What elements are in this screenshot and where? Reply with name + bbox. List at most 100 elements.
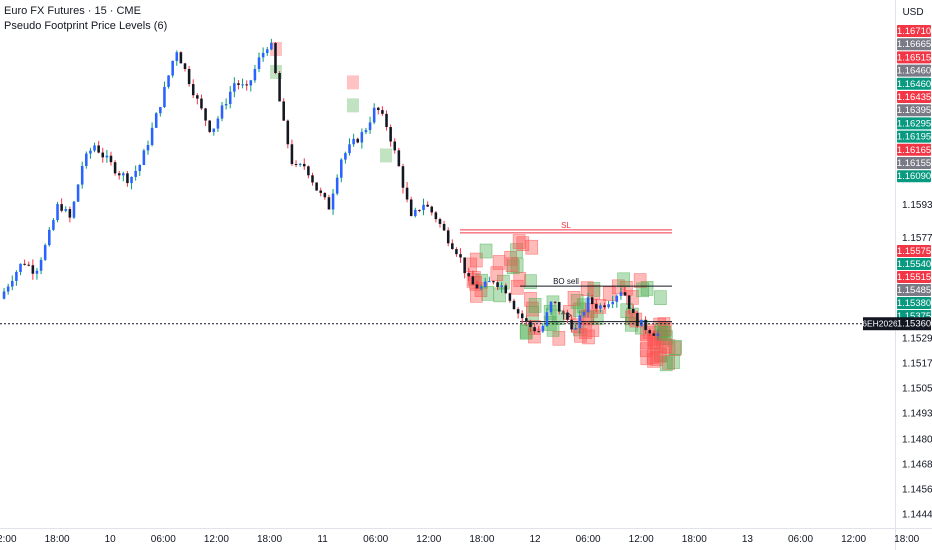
candle-body	[541, 325, 545, 332]
candle-body	[80, 165, 84, 185]
price-tag-text: 1.16515	[897, 52, 931, 63]
candle-body	[278, 72, 281, 102]
candle-body	[348, 144, 351, 154]
footprint-box	[479, 243, 493, 259]
candle-body	[393, 141, 397, 151]
candle-body	[43, 245, 47, 260]
footprint-box	[546, 295, 560, 311]
candle-body	[204, 108, 207, 121]
footprint-box	[640, 281, 654, 296]
footprint-box	[347, 98, 359, 113]
footprint-box	[590, 310, 604, 325]
candle-body	[619, 292, 623, 296]
footprint-box	[580, 281, 594, 296]
candle-body	[360, 132, 364, 143]
footprint-box	[659, 356, 673, 372]
current-price-tag-bg	[897, 317, 931, 331]
price-tag: 1.16195	[897, 130, 931, 143]
price-tag-text: 1.16165	[897, 145, 931, 156]
candle-body	[475, 284, 479, 289]
candle-body	[257, 57, 261, 70]
candle-body	[459, 254, 462, 258]
footprint-box	[470, 288, 483, 303]
price-tag: 1.15575	[897, 245, 931, 257]
candle-body	[187, 69, 191, 85]
candle-body	[422, 204, 425, 211]
footprint-box	[633, 273, 647, 288]
price-tag: 1.15380	[897, 297, 931, 309]
x-tick-label: 13	[742, 534, 754, 545]
candle-body	[216, 118, 220, 129]
candle-body	[377, 107, 380, 111]
x-tick-label: 06:00	[363, 534, 388, 545]
price-tag-text: 1.16195	[897, 132, 931, 143]
candle-body	[237, 83, 240, 85]
footprint-box	[380, 148, 392, 163]
candle-body	[356, 138, 360, 143]
candle-body	[48, 229, 51, 246]
candle-body	[578, 315, 582, 329]
indicator-title: Pseudo Footprint Price Levels (6)	[4, 20, 168, 32]
candle-body	[245, 84, 248, 86]
level-label: SL	[561, 221, 571, 230]
candle-body	[89, 150, 92, 154]
x-tick-label: 12:00	[204, 534, 229, 545]
candle-body	[636, 312, 639, 327]
candle-body	[385, 113, 388, 128]
price-tag-text: 1.16460	[897, 79, 931, 90]
price-tag: 1.15515	[897, 271, 931, 283]
candle-body	[23, 263, 26, 265]
price-tag-text: 1.16435	[897, 92, 931, 103]
price-tag-text: 1.15575	[897, 246, 931, 257]
footprint-box	[586, 322, 600, 337]
footprint-box	[629, 312, 643, 328]
chart-legend: Euro FX Futures · 15 · CME Pseudo Footpr…	[4, 4, 167, 34]
price-tag-text: 1.16460	[897, 66, 931, 77]
candle-body	[631, 308, 635, 313]
candle-body	[208, 120, 211, 132]
candle-body	[488, 281, 491, 283]
footprint-box	[640, 350, 654, 366]
y-tick-label: 1.15930	[902, 200, 932, 211]
candle-body	[549, 301, 553, 313]
candle-body	[570, 319, 573, 330]
candle-body	[331, 193, 335, 210]
price-tag-bg	[897, 64, 931, 77]
footprint-box	[481, 286, 495, 301]
candle-body	[471, 276, 475, 285]
trade-levels: SL BO sell TP	[460, 221, 672, 323]
footprint-box	[513, 272, 527, 287]
price-tag-text: 1.16665	[897, 39, 931, 50]
candle-body	[520, 313, 524, 319]
price-tag-bg	[897, 117, 931, 130]
x-tick-label: 12	[529, 534, 541, 545]
candle-body	[512, 300, 516, 310]
x-tick-label: 06:00	[151, 534, 176, 545]
candle-series	[2, 38, 660, 341]
candle-body	[430, 206, 434, 213]
candle-body	[113, 162, 117, 174]
price-tag-text: 1.16710	[897, 26, 931, 37]
candle-body	[101, 152, 105, 158]
candle-body	[582, 312, 586, 316]
candle-body	[364, 130, 368, 133]
candle-body	[265, 49, 269, 53]
candle-body	[150, 127, 154, 146]
candle-body	[68, 209, 72, 218]
candle-body	[167, 75, 170, 87]
candle-body	[175, 52, 179, 61]
candle-body	[196, 95, 199, 99]
x-tick-label: 12:00	[416, 534, 441, 545]
footprint-box	[490, 266, 504, 281]
candle-body	[311, 175, 314, 183]
footprint-box	[510, 279, 524, 295]
y-tick-label: 1.15170	[902, 358, 932, 369]
candle-body	[397, 150, 401, 167]
footprint-box	[505, 257, 519, 272]
candle-body	[179, 52, 183, 64]
candle-body	[253, 69, 257, 81]
candle-body	[500, 285, 503, 287]
candle-body	[611, 301, 614, 305]
footprint-box	[658, 325, 672, 341]
